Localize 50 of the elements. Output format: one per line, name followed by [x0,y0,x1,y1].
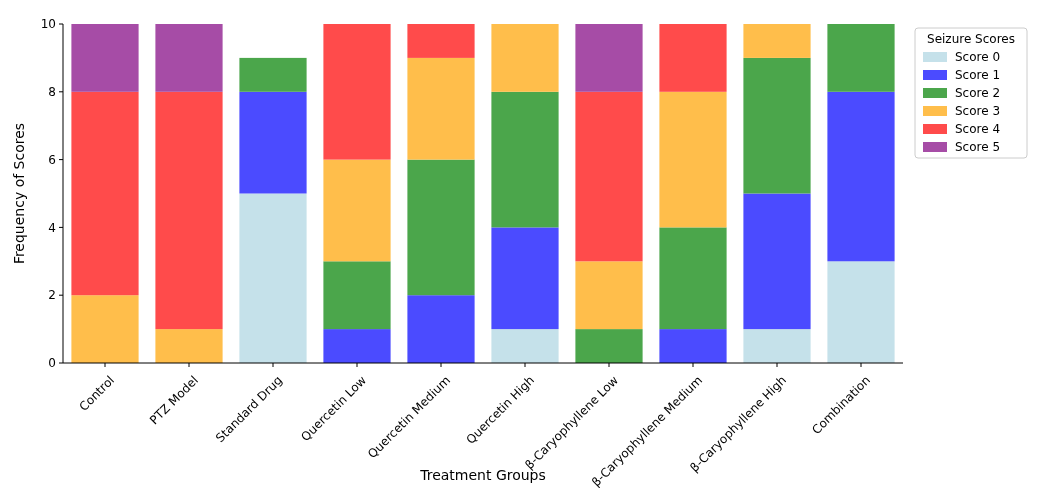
legend-title: Seizure Scores [927,32,1015,46]
bar [659,227,727,330]
legend-label: Score 0 [955,50,1001,65]
bar [827,24,895,92]
legend-label: Score 2 [955,86,1001,101]
bar [743,329,811,363]
bar [575,24,643,92]
bar [407,159,475,296]
bar [155,329,223,363]
bar [491,91,559,228]
legend-label: Score 3 [955,104,1001,119]
bar [491,227,559,330]
y-tick-label: 8 [48,85,56,99]
y-tick-label: 10 [40,17,56,32]
bar [491,329,559,363]
bar [407,57,475,160]
bar [743,24,811,58]
bar [827,261,895,363]
bar [239,193,307,363]
bar [659,24,727,92]
bar [491,24,559,92]
bar [71,24,139,92]
bar [827,91,895,262]
legend-label: Score 4 [955,122,1001,137]
bar [659,329,727,363]
bar [71,295,139,363]
legend-label: Score 1 [955,68,1001,83]
bar [575,329,643,363]
y-tick-label: 2 [48,288,56,303]
bar [407,295,475,363]
bar [155,91,223,330]
bar [659,91,727,228]
bar [323,329,391,363]
bar [407,24,475,58]
bar [575,261,643,330]
bar [323,24,391,160]
y-tick-label: 0 [48,356,56,371]
bar [71,91,139,296]
bar [239,91,307,194]
y-tick-label: 6 [48,152,56,167]
bar [323,261,391,330]
y-axis-title: Frequency of Scores [11,122,27,265]
bar [239,57,307,92]
bar [743,193,811,330]
legend-label: Score 5 [955,140,1001,155]
bar [323,159,391,262]
y-tick-label: 4 [48,220,56,235]
bar [743,57,811,194]
bar [155,24,223,92]
bar [575,91,643,262]
